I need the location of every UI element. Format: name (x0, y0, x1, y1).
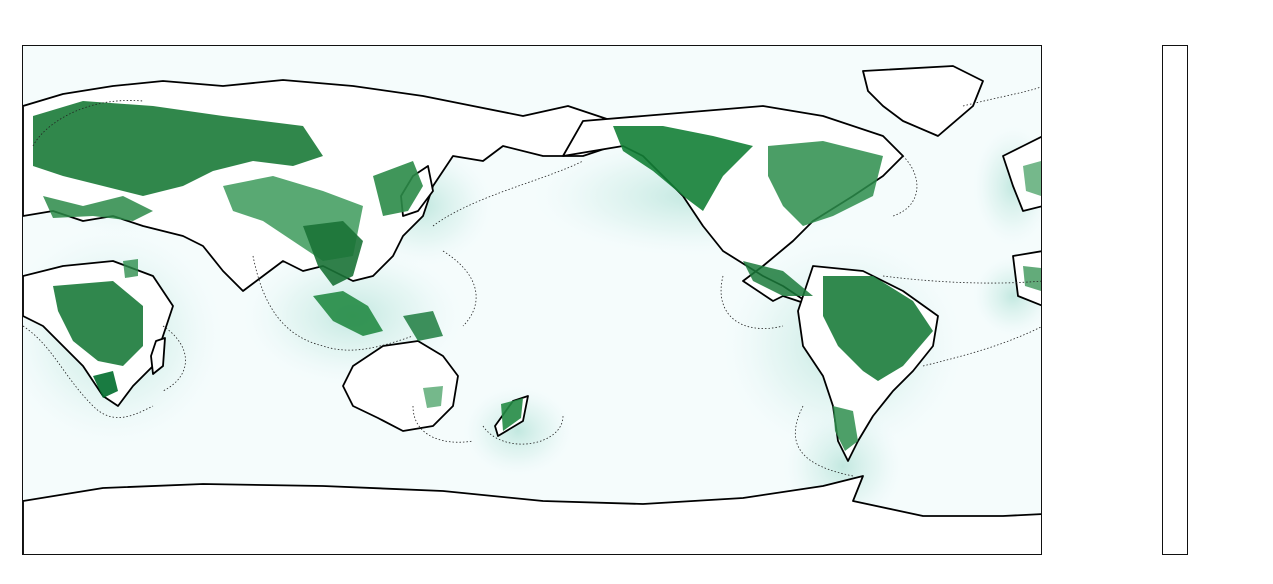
australia-landmass (342, 340, 459, 432)
antarctica-landmass (23, 475, 1041, 554)
dotted-contours (23, 86, 1041, 477)
tree-coverage-patches (33, 101, 1041, 451)
colorbar (1162, 45, 1188, 555)
land-masses (23, 65, 1041, 554)
madagascar-landmass (150, 337, 166, 375)
map-panel[interactable] (22, 45, 1042, 555)
greenland-landmass (862, 65, 984, 137)
world-map (23, 65, 1041, 554)
